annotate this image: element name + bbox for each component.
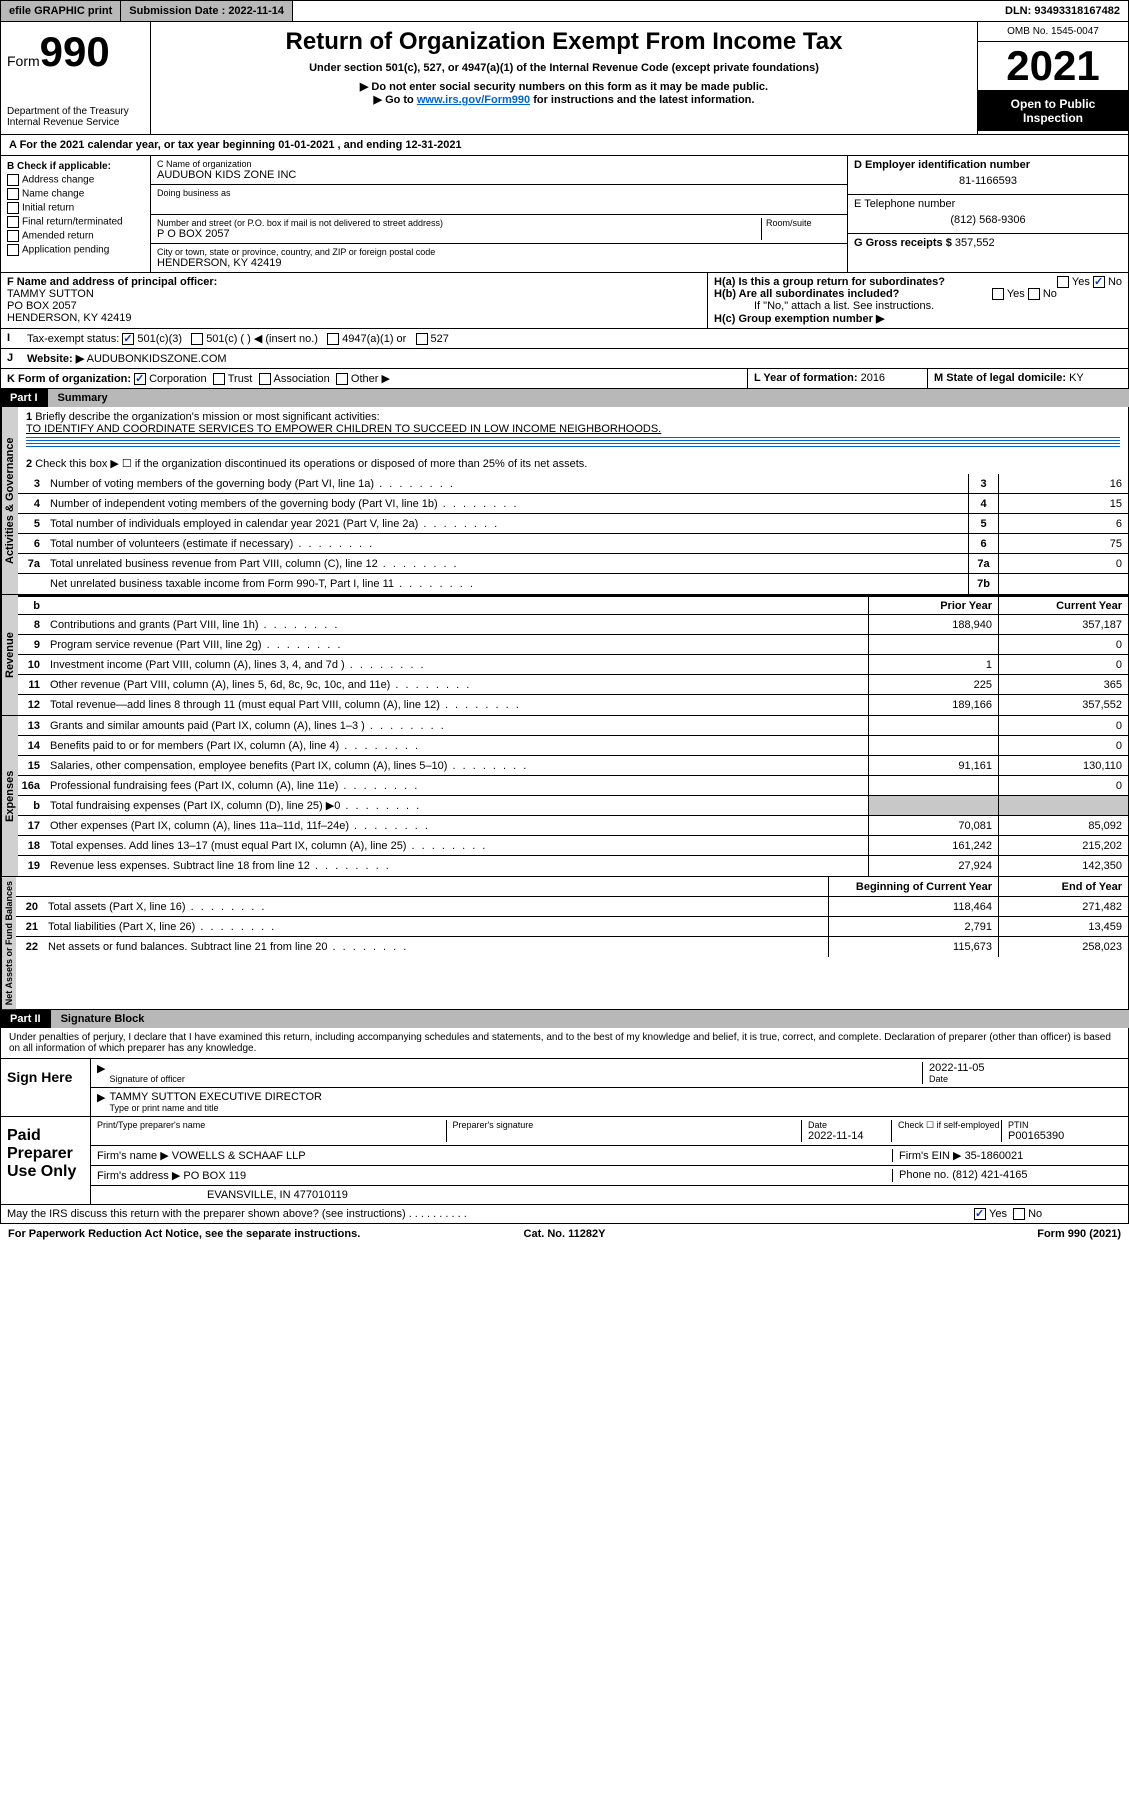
discuss-yes-checkbox[interactable] xyxy=(974,1208,986,1220)
table-row: 19Revenue less expenses. Subtract line 1… xyxy=(18,856,1128,876)
open-inspection: Open to Public Inspection xyxy=(978,91,1128,131)
table-row: 21Total liabilities (Part X, line 26)2,7… xyxy=(16,917,1128,937)
efile-print-button[interactable]: efile GRAPHIC print xyxy=(1,1,121,21)
top-bar: efile GRAPHIC print Submission Date : 20… xyxy=(0,0,1129,22)
tax-period: A For the 2021 calendar year, or tax yea… xyxy=(0,135,1129,156)
table-row: 17Other expenses (Part IX, column (A), l… xyxy=(18,816,1128,836)
revenue-section: Revenue bPrior YearCurrent Year 8Contrib… xyxy=(0,595,1129,716)
org-name: AUDUBON KIDS ZONE INC xyxy=(157,169,841,181)
table-row: Net unrelated business taxable income fr… xyxy=(18,574,1128,594)
tax-status-row: I Tax-exempt status: 501(c)(3) 501(c) ( … xyxy=(0,329,1129,349)
section-c: C Name of organizationAUDUBON KIDS ZONE … xyxy=(151,156,848,272)
tax-year: 2021 xyxy=(978,42,1128,91)
501c3-checkbox[interactable] xyxy=(122,333,134,345)
sign-here-section: Sign Here Signature of officer2022-11-05… xyxy=(0,1059,1129,1117)
table-row: 6Total number of volunteers (estimate if… xyxy=(18,534,1128,554)
table-row: 15Salaries, other compensation, employee… xyxy=(18,756,1128,776)
activities-label: Activities & Governance xyxy=(1,407,18,594)
netassets-section: Net Assets or Fund Balances Beginning of… xyxy=(0,877,1129,1010)
officer-signature-name: TAMMY SUTTON EXECUTIVE DIRECTOR xyxy=(109,1091,322,1103)
activities-section: Activities & Governance 1 Briefly descri… xyxy=(0,407,1129,595)
table-row: 4Number of independent voting members of… xyxy=(18,494,1128,514)
part2-header: Part II Signature Block xyxy=(0,1010,1129,1028)
form-note2: ▶ Go to www.irs.gov/Form990 for instruct… xyxy=(157,93,971,106)
org-city: HENDERSON, KY 42419 xyxy=(157,257,841,269)
table-row: 22Net assets or fund balances. Subtract … xyxy=(16,937,1128,957)
submission-date-button[interactable]: Submission Date : 2022-11-14 xyxy=(121,1,293,21)
revenue-label: Revenue xyxy=(1,595,18,715)
table-row: 14Benefits paid to or for members (Part … xyxy=(18,736,1128,756)
gross-receipts: 357,552 xyxy=(955,237,995,249)
officer-row: F Name and address of principal officer:… xyxy=(0,273,1129,329)
table-row: 7aTotal unrelated business revenue from … xyxy=(18,554,1128,574)
part1-header: Part I Summary xyxy=(0,389,1129,407)
form-note1: ▶ Do not enter social security numbers o… xyxy=(157,80,971,93)
mission-text: TO IDENTIFY AND COORDINATE SERVICES TO E… xyxy=(26,423,661,435)
irs-link[interactable]: www.irs.gov/Form990 xyxy=(417,94,530,106)
irs-text: Internal Revenue Service xyxy=(7,117,144,128)
table-row: 3Number of voting members of the governi… xyxy=(18,474,1128,494)
table-row: 5Total number of individuals employed in… xyxy=(18,514,1128,534)
section-deg: D Employer identification number81-11665… xyxy=(848,156,1128,272)
table-row: 11Other revenue (Part VIII, column (A), … xyxy=(18,675,1128,695)
form-subtitle: Under section 501(c), 527, or 4947(a)(1)… xyxy=(157,62,971,74)
officer-name: TAMMY SUTTON xyxy=(7,288,701,300)
omb-number: OMB No. 1545-0047 xyxy=(978,22,1128,42)
penalties-text: Under penalties of perjury, I declare th… xyxy=(0,1028,1129,1059)
expenses-label: Expenses xyxy=(1,716,18,876)
preparer-section: Paid Preparer Use Only Print/Type prepar… xyxy=(0,1117,1129,1205)
table-row: 10Investment income (Part VIII, column (… xyxy=(18,655,1128,675)
section-b-checkboxes: B Check if applicable: Address change Na… xyxy=(1,156,151,272)
table-row: 16aProfessional fundraising fees (Part I… xyxy=(18,776,1128,796)
firm-name: VOWELLS & SCHAAF LLP xyxy=(172,1150,306,1162)
form-header: Form990 Department of the Treasury Inter… xyxy=(0,22,1129,135)
discuss-row: May the IRS discuss this return with the… xyxy=(0,1205,1129,1224)
discuss-no-checkbox[interactable] xyxy=(1013,1208,1025,1220)
table-row: 20Total assets (Part X, line 16)118,4642… xyxy=(16,897,1128,917)
expenses-section: Expenses 13Grants and similar amounts pa… xyxy=(0,716,1129,877)
table-row: 12Total revenue—add lines 8 through 11 (… xyxy=(18,695,1128,715)
table-row: 13Grants and similar amounts paid (Part … xyxy=(18,716,1128,736)
table-row: bTotal fundraising expenses (Part IX, co… xyxy=(18,796,1128,816)
dept-text: Department of the Treasury xyxy=(7,106,144,117)
table-row: 18Total expenses. Add lines 13–17 (must … xyxy=(18,836,1128,856)
form-title: Return of Organization Exempt From Incom… xyxy=(157,28,971,56)
netassets-label: Net Assets or Fund Balances xyxy=(1,877,16,1009)
form-org-row: K Form of organization: Corporation Trus… xyxy=(0,369,1129,389)
telephone: (812) 568-9306 xyxy=(854,210,1122,230)
table-row: 8Contributions and grants (Part VIII, li… xyxy=(18,615,1128,635)
ein: 81-1166593 xyxy=(854,171,1122,191)
dln-text: DLN: 93493318167482 xyxy=(997,1,1128,21)
org-info-row: B Check if applicable: Address change Na… xyxy=(0,156,1129,273)
website: AUDUBONKIDSZONE.COM xyxy=(87,353,227,365)
table-row: 9Program service revenue (Part VIII, lin… xyxy=(18,635,1128,655)
website-row: J Website: ▶ AUDUBONKIDSZONE.COM xyxy=(0,349,1129,369)
page-footer: For Paperwork Reduction Act Notice, see … xyxy=(0,1224,1129,1244)
org-address: P O BOX 2057 xyxy=(157,228,761,240)
form-number: Form990 xyxy=(7,28,144,76)
